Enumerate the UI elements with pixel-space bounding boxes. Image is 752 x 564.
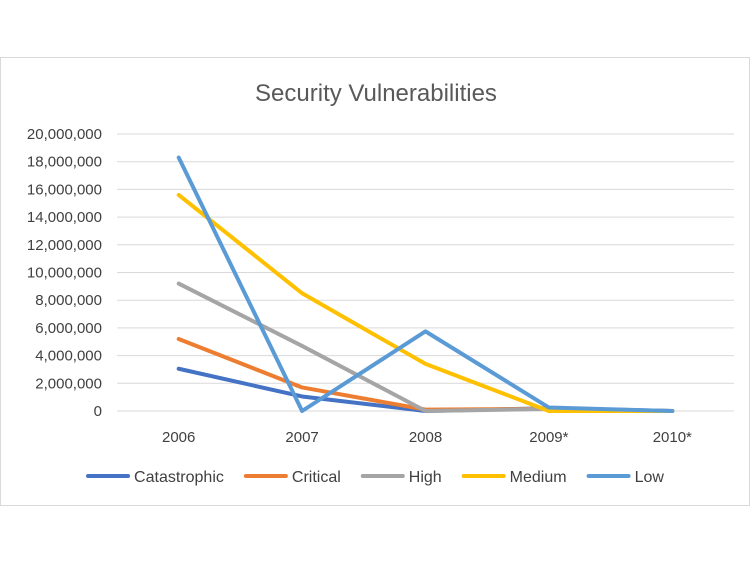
y-tick-label: 20,000,000 [27, 126, 102, 143]
legend-item-high: High [360, 469, 442, 486]
x-tick-label: 2008 [409, 429, 442, 446]
line-chart: Security Vulnerabilities 0 2,000,000 4,000… [27, 80, 734, 486]
legend-item-medium: Medium [461, 469, 567, 486]
y-tick-label: 12,000,000 [27, 237, 102, 254]
legend-label: Critical [292, 469, 341, 486]
legend-item-catastrophic: Catastrophic [86, 469, 224, 486]
y-tick-label: 16,000,000 [27, 181, 102, 198]
y-tick-label: 6,000,000 [35, 320, 102, 337]
legend-label: Catastrophic [134, 469, 224, 486]
chart-frame: Security Vulnerabilities 0 2,000,000 4,000… [0, 57, 750, 506]
series-line-medium [176, 192, 675, 413]
x-tick-label: 2007 [285, 429, 318, 446]
x-tick-label: 2006 [162, 429, 195, 446]
y-tick-label: 4,000,000 [35, 348, 102, 365]
series-lines [176, 155, 675, 413]
x-axis-ticks: 2006 2007 2008 2009* 2010* [162, 429, 692, 446]
y-tick-label: 8,000,000 [35, 292, 102, 309]
y-tick-label: 18,000,000 [27, 154, 102, 171]
legend-item-critical: Critical [243, 469, 341, 486]
legend: Catastrophic Critical High Medium Low [86, 469, 665, 486]
chart-title: Security Vulnerabilities [255, 80, 497, 107]
series-line-low [176, 155, 675, 413]
series-line-high [176, 281, 675, 413]
legend-label: Low [635, 469, 665, 486]
x-tick-label: 2009* [529, 429, 568, 446]
legend-label: Medium [510, 469, 567, 486]
y-tick-label: 2,000,000 [35, 375, 102, 392]
y-tick-label: 0 [94, 403, 102, 420]
x-tick-label: 2010* [653, 429, 692, 446]
y-axis-ticks: 0 2,000,000 4,000,000 6,000,000 8,000,000 10,… [27, 126, 102, 420]
gridlines [117, 133, 734, 412]
series-line-catastrophic [176, 366, 675, 413]
legend-label: High [409, 469, 442, 486]
y-tick-label: 10,000,000 [27, 265, 102, 282]
y-tick-label: 14,000,000 [27, 209, 102, 226]
legend-item-low: Low [586, 469, 665, 486]
series-line-critical [176, 336, 675, 413]
